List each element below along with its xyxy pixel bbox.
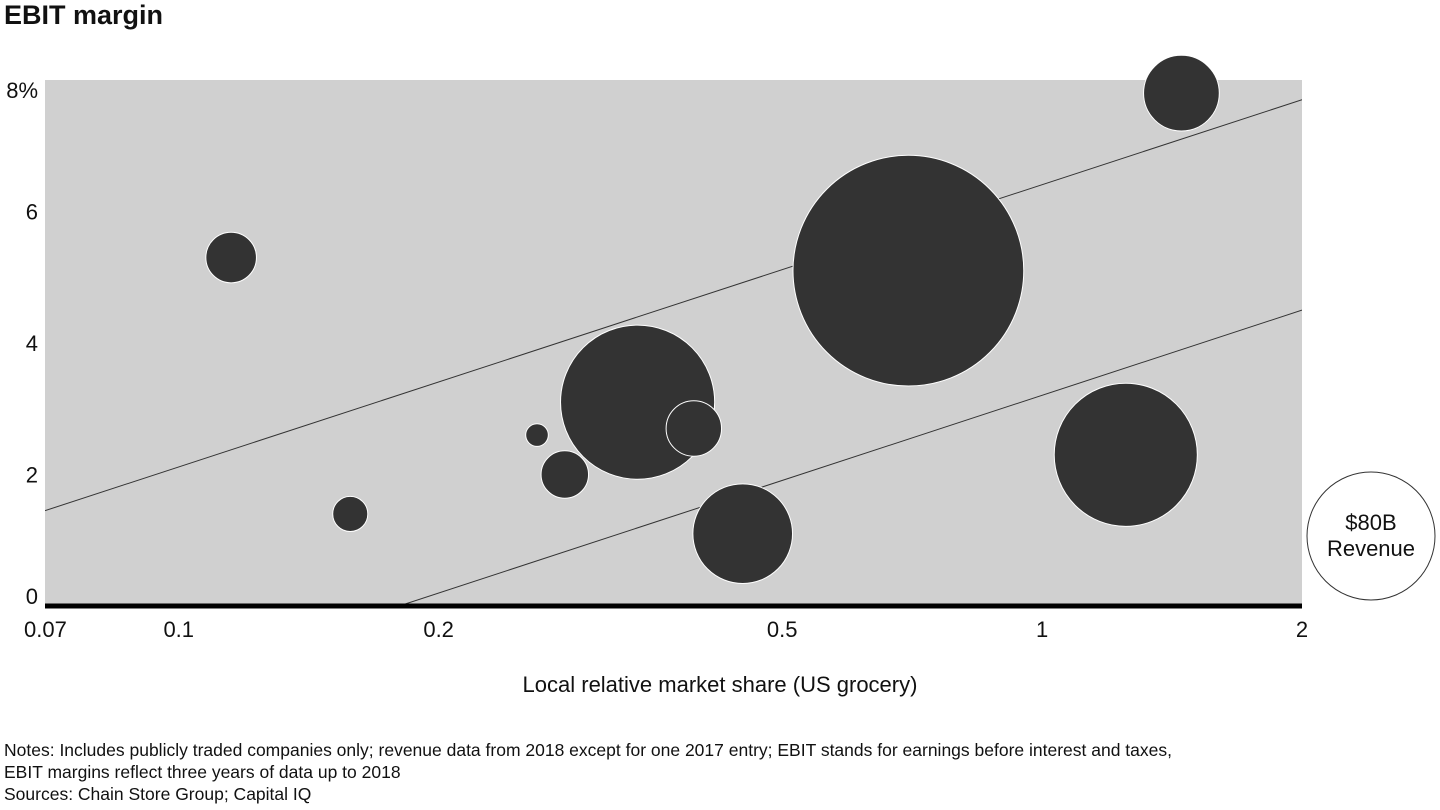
y-tick-label: 6 [26,200,38,225]
bubble-6 [665,400,723,457]
x-axis: 0.07 0.1 0.2 0.5 1 2 [24,617,1308,642]
x-tick-label: 0.2 [423,617,454,642]
bubble-7 [692,483,794,585]
x-tick-label: 0.5 [767,617,798,642]
bubble-10 [1143,54,1220,132]
y-tick-label: 8% [6,78,38,103]
bubbles [205,54,1220,585]
bubble-2 [332,495,369,532]
y-axis: 0 2 4 6 8% [6,78,38,609]
bubble-3 [525,423,549,447]
bubble-8 [792,154,1025,387]
x-tick-label: 2 [1296,617,1308,642]
bubble-9 [1053,382,1198,527]
bubble-4 [540,450,590,499]
sources-line: Sources: Chain Store Group; Capital IQ [4,784,312,804]
y-tick-label: 2 [26,463,38,488]
trend-lines [45,99,1302,606]
notes-line: EBIT margins reflect three years of data… [4,762,401,782]
bubble-1 [205,231,257,284]
x-tick-label: 0.1 [163,617,194,642]
notes: Notes: Includes publicly traded companie… [4,739,1172,805]
trend-line-1 [45,99,1302,512]
x-tick-label: 0.07 [24,617,67,642]
size-legend: $80B Revenue [1306,471,1436,601]
legend-bubble [1306,471,1436,601]
y-tick-label: 0 [26,584,38,609]
legend-value: $80B [1345,510,1396,535]
x-axis-title: Local relative market share (US grocery) [522,672,918,697]
chart-title: EBIT margin [4,0,164,30]
y-tick-label: 4 [26,331,38,356]
x-tick-label: 1 [1036,617,1048,642]
trend-line-2 [398,309,1302,606]
notes-line: Notes: Includes publicly traded companie… [4,740,1172,760]
legend-label: Revenue [1327,536,1415,561]
